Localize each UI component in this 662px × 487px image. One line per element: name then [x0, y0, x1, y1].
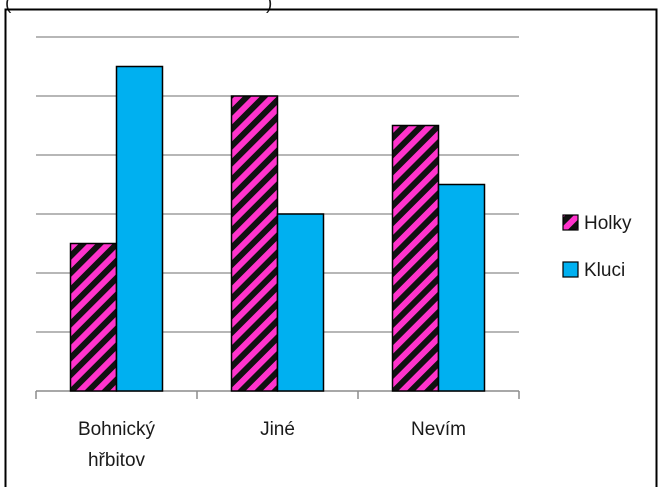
x-tick-label: Jiné [260, 419, 295, 440]
legend-swatch-holky [562, 214, 579, 231]
bar-kluci [437, 183, 486, 392]
chart-frame [4, 8, 658, 487]
bars [69, 65, 486, 392]
legend-swatch-kluci [562, 261, 579, 278]
x-axis [35, 390, 520, 399]
legend: Holky Kluci [562, 213, 632, 281]
x-tick-label: hřbitov [88, 450, 146, 471]
bar-kluci [276, 213, 325, 392]
bar-holky [230, 95, 279, 392]
bar-kluci [115, 65, 164, 392]
x-tick-labels: Bohnický hřbitov Jiné Nevím [78, 419, 466, 471]
x-tick-label: Nevím [411, 419, 466, 440]
cropped-close-paren: ) [266, 0, 272, 14]
legend-label-holky: Holky [584, 213, 632, 234]
bar-holky [391, 124, 440, 392]
x-tick-label: Bohnický [78, 419, 156, 440]
legend-label-kluci: Kluci [584, 260, 625, 281]
cropped-open-paren: ( [5, 0, 12, 14]
bar-holky [69, 242, 118, 392]
